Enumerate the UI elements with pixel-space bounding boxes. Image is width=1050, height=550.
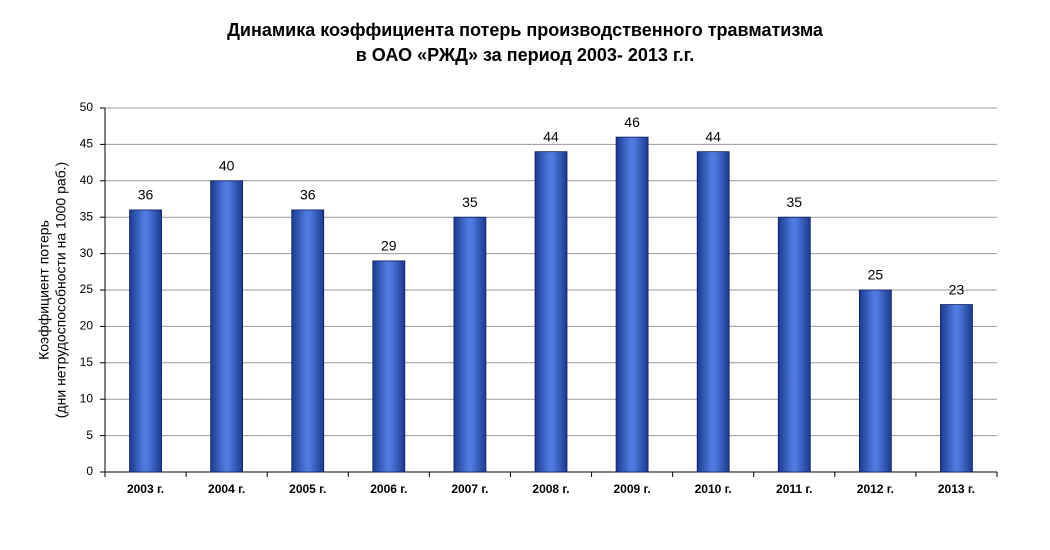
data-label: 36	[138, 187, 154, 203]
bar	[210, 180, 244, 473]
data-label: 46	[624, 114, 640, 130]
y-tick-label: 30	[80, 246, 94, 260]
y-tick-label: 25	[80, 282, 94, 296]
x-tick-label: 2009 г.	[614, 482, 651, 496]
y-tick-label: 20	[80, 319, 94, 333]
x-tick-label: 2013 г.	[938, 482, 975, 496]
bar	[940, 304, 973, 473]
x-tick-label: 2007 г.	[451, 482, 488, 496]
y-tick-label: 35	[80, 209, 94, 223]
x-tick-label: 2006 г.	[370, 482, 407, 496]
y-tick-label: 5	[86, 428, 93, 442]
bar	[858, 289, 892, 473]
data-label: 29	[381, 238, 397, 254]
y-tick-label: 15	[80, 355, 94, 369]
bar	[291, 209, 325, 473]
data-label: 35	[462, 194, 478, 210]
x-tick-label: 2008 г.	[532, 482, 569, 496]
y-tick-label: 50	[80, 100, 94, 114]
chart-title: Динамика коэффициента потерь производств…	[227, 20, 824, 40]
bar	[129, 209, 162, 473]
x-tick-label: 2012 г.	[857, 482, 894, 496]
data-label: 44	[705, 128, 721, 144]
bar	[453, 216, 487, 473]
data-label: 40	[219, 158, 235, 174]
bar	[534, 151, 568, 473]
x-tick-label: 2005 г.	[289, 482, 326, 496]
y-axis-label: (дни нетрудоспособности на 1000 раб.)	[53, 162, 69, 418]
y-tick-label: 40	[80, 173, 94, 187]
data-label: 36	[300, 187, 316, 203]
bar	[696, 151, 730, 473]
data-label: 23	[949, 281, 965, 297]
x-tick-label: 2004 г.	[208, 482, 245, 496]
data-label: 25	[868, 267, 884, 283]
y-tick-label: 45	[80, 137, 94, 151]
x-tick-label: 2010 г.	[695, 482, 732, 496]
bar	[615, 136, 649, 473]
bar	[372, 260, 406, 473]
x-tick-label: 2003 г.	[127, 482, 164, 496]
bar	[777, 216, 811, 473]
chart-subtitle: в ОАО «РЖД» за период 2003- 2013 г.г.	[356, 45, 695, 65]
x-tick-label: 2011 г.	[776, 482, 813, 496]
y-tick-label: 10	[80, 391, 94, 405]
data-label: 35	[786, 194, 802, 210]
y-tick-label: 0	[86, 464, 93, 478]
data-label: 44	[543, 128, 559, 144]
y-axis-label: Коэффициент потерь	[36, 220, 52, 360]
